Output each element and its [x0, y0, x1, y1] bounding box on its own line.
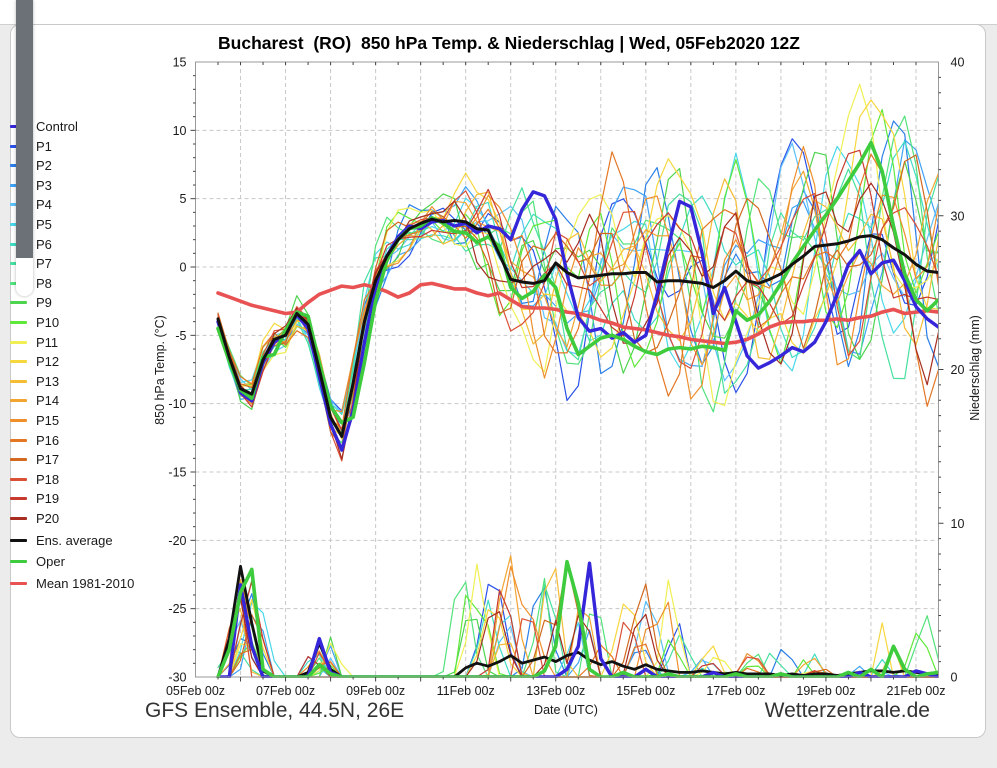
legend-item-label: P2	[36, 158, 52, 174]
legend-item-p18: P18	[10, 471, 59, 487]
legend-swatch	[10, 458, 27, 462]
legend-item-label: P7	[36, 256, 52, 272]
legend-item-p17: P17	[10, 452, 59, 468]
legend-item-label: P16	[36, 432, 60, 448]
model-info-text: GFS Ensemble, 44.5N, 26E	[145, 699, 405, 722]
legend-item-p14: P14	[10, 393, 59, 409]
legend-swatch	[10, 340, 27, 344]
scrollbar[interactable]	[16, 0, 33, 296]
legend-item-label: P17	[36, 452, 60, 468]
legend-swatch	[10, 477, 27, 481]
top-divider	[0, 0, 997, 25]
legend-item-label: P18	[36, 471, 60, 487]
legend-item-p20: P20	[10, 511, 59, 527]
legend-item-label: P19	[36, 491, 60, 507]
legend-swatch	[10, 560, 27, 563]
legend-item-label: Ens. average	[36, 532, 113, 548]
legend-item-p15: P15	[10, 413, 59, 429]
legend-item-label: P4	[36, 197, 52, 213]
legend-swatch	[10, 497, 27, 501]
legend-item-p11: P11	[10, 334, 58, 350]
legend-item-label: Oper	[36, 554, 65, 569]
legend-item-label: P12	[36, 354, 60, 370]
legend-item-p9: P9	[10, 295, 52, 311]
y-axis-label-precipitation: Niederschlag (mm)	[968, 315, 982, 421]
legend-item-label: P13	[36, 373, 60, 389]
legend-item-label: P3	[36, 177, 52, 193]
legend-item-label: P5	[36, 217, 52, 232]
legend-item-label: Mean 1981-2010	[36, 575, 135, 591]
legend-swatch	[10, 438, 27, 442]
legend-item-p16: P16	[10, 432, 59, 448]
chart-title: Bucharest (RO) 850 hPa Temp. & Niedersch…	[218, 33, 800, 53]
legend-swatch	[10, 581, 27, 585]
legend-item-label: P15	[36, 413, 60, 428]
legend-item-label: P1	[36, 138, 52, 154]
legend-swatch	[10, 301, 27, 305]
legend-swatch	[10, 360, 27, 364]
y-axis-label-temperature: 850 hPa Temp. (°C)	[153, 315, 167, 425]
legend-swatch	[10, 399, 27, 403]
legend-item-label: P10	[36, 315, 60, 330]
legend-swatch	[10, 538, 27, 542]
legend-item-label: Control	[36, 119, 78, 134]
legend-item-label: P14	[36, 393, 60, 409]
legend-swatch	[10, 517, 27, 520]
legend-swatch	[10, 321, 27, 324]
legend-swatch	[10, 419, 27, 422]
legend-item-p12: P12	[10, 354, 59, 370]
x-axis-label: Date (UTC)	[534, 703, 598, 717]
legend-item-p10: P10	[10, 315, 59, 331]
legend-item-label: P6	[36, 236, 52, 252]
legend-item-label: P11	[36, 334, 59, 350]
legend-item-mean-1981-2010: Mean 1981-2010	[10, 575, 134, 591]
legend-swatch	[10, 379, 27, 383]
legend-item-p13: P13	[10, 373, 59, 389]
legend-item-label: P8	[36, 275, 52, 291]
legend-item-label: P9	[36, 295, 52, 311]
legend-item-label: P20	[36, 511, 60, 526]
legend-item-oper: Oper	[10, 554, 65, 570]
legend-item-p19: P19	[10, 491, 59, 507]
scrollbar-thumb[interactable]	[16, 0, 33, 258]
site-name-text: Wetterzentrale.de	[764, 699, 930, 722]
legend-item-ens-average: Ens. average	[10, 532, 113, 548]
